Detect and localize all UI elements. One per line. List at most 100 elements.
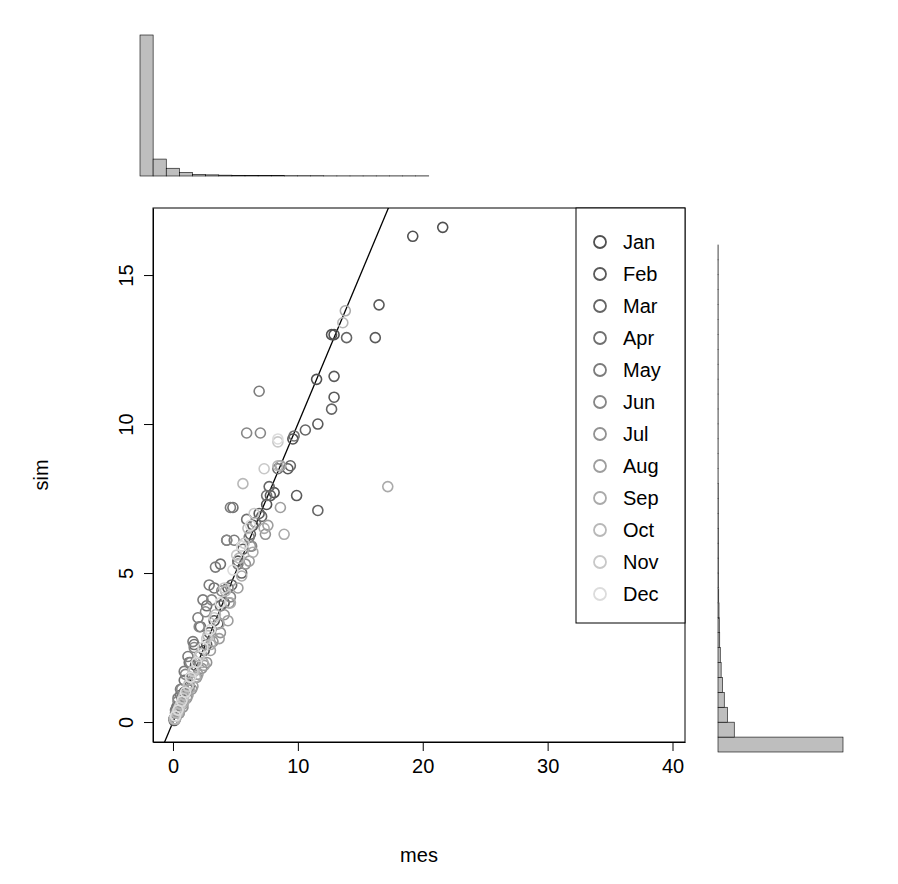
- histogram-bar: [193, 174, 206, 176]
- histogram-bar: [547, 176, 560, 177]
- series: [169, 428, 265, 724]
- histogram-bar: [718, 663, 721, 678]
- x-tick-label: 30: [537, 755, 559, 777]
- point: [170, 711, 180, 721]
- histogram-bar: [337, 175, 350, 176]
- histogram-bar: [298, 175, 311, 176]
- histogram-bar: [718, 722, 734, 737]
- series: [169, 222, 447, 724]
- histogram-bar: [179, 172, 192, 176]
- legend-label: Dec: [623, 583, 659, 605]
- point: [245, 520, 255, 530]
- x-axis-title: mes: [400, 844, 438, 866]
- histogram-bar: [718, 230, 719, 245]
- histogram-bar: [718, 648, 720, 663]
- series: [169, 431, 299, 724]
- point: [338, 318, 348, 328]
- point: [300, 425, 310, 435]
- histogram-bar: [718, 484, 719, 499]
- legend-label: Jan: [623, 231, 655, 253]
- x-tick: 40: [662, 742, 684, 777]
- point: [259, 523, 269, 533]
- histogram-bar: [718, 498, 719, 513]
- legend-marker: [594, 364, 606, 376]
- histogram-bar: [718, 260, 719, 275]
- histogram-bar: [718, 469, 719, 484]
- x-tick-mark: [548, 742, 549, 751]
- legend-marker: [594, 524, 606, 536]
- histogram-bar: [429, 176, 442, 177]
- legend-marker: [594, 428, 606, 440]
- point: [170, 711, 180, 721]
- plot-frame: [153, 208, 685, 742]
- y-tick-mark: [144, 424, 153, 425]
- legend-marker: [594, 300, 606, 312]
- point: [185, 672, 195, 682]
- series: [169, 300, 384, 726]
- histogram-bar: [626, 176, 639, 177]
- x-tick-label: 20: [412, 755, 434, 777]
- histogram-bar: [284, 175, 297, 176]
- point: [239, 538, 249, 548]
- point: [340, 306, 350, 316]
- x-tick: 10: [287, 742, 309, 777]
- histogram-bar: [718, 364, 719, 379]
- point: [275, 502, 285, 512]
- y-tick: 5: [115, 568, 153, 579]
- histogram-bar: [718, 349, 719, 364]
- y-tick: 10: [115, 413, 153, 435]
- chart: 010203040051015messimJanFebMarAprMayJunJ…: [0, 0, 898, 884]
- point: [222, 535, 232, 545]
- histogram-bar: [140, 35, 153, 176]
- histogram-bar: [324, 175, 337, 176]
- histogram-bar: [363, 175, 376, 176]
- y-tick: 0: [115, 717, 153, 728]
- x-tick-label: 40: [662, 755, 684, 777]
- legend-marker: [594, 460, 606, 472]
- histogram-bar: [206, 175, 219, 176]
- histogram-bar: [718, 245, 719, 260]
- histogram-bar: [718, 513, 719, 528]
- histogram-bar: [718, 677, 722, 692]
- x-tick: 20: [412, 742, 434, 777]
- legend-label: Oct: [623, 519, 655, 541]
- y-tick: 15: [115, 264, 153, 286]
- plot-area: [153, 208, 685, 742]
- legend-marker: [594, 492, 606, 504]
- histogram-bar: [718, 409, 719, 424]
- series: [170, 502, 285, 724]
- histogram-bar: [718, 305, 719, 320]
- point: [254, 386, 264, 396]
- x-tick-mark: [423, 742, 424, 751]
- reference-line: [153, 208, 685, 742]
- x-tick: 30: [537, 742, 559, 777]
- point: [289, 431, 299, 441]
- x-axis-line: [154, 742, 686, 743]
- point: [228, 565, 238, 575]
- y-tick-label: 10: [115, 413, 137, 435]
- histogram-bar: [718, 588, 720, 603]
- point: [204, 580, 214, 590]
- point: [198, 643, 208, 653]
- point: [194, 622, 204, 632]
- point: [329, 392, 339, 402]
- y-tick-mark: [144, 722, 153, 723]
- point: [222, 535, 232, 545]
- point: [173, 705, 183, 715]
- histogram-bar: [718, 319, 719, 334]
- histogram-bar: [718, 424, 719, 439]
- y-tick-mark: [144, 275, 153, 276]
- y-tick-label: 15: [115, 264, 137, 286]
- histogram-bar: [718, 692, 724, 707]
- point: [342, 333, 352, 343]
- point: [312, 374, 322, 384]
- histogram-bar: [718, 737, 843, 752]
- histogram-bar: [311, 175, 324, 176]
- series: [170, 434, 282, 721]
- point: [370, 333, 380, 343]
- point: [255, 428, 265, 438]
- point: [259, 464, 269, 474]
- histogram-bar: [718, 290, 719, 305]
- histogram-bar: [718, 439, 719, 454]
- histogram-bar: [718, 558, 720, 573]
